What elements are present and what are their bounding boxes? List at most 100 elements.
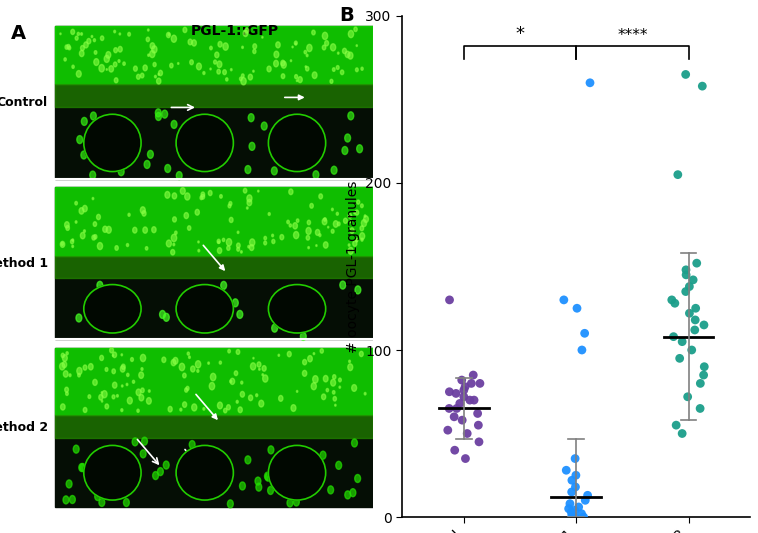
Circle shape (330, 44, 336, 51)
Circle shape (95, 492, 101, 500)
Circle shape (308, 247, 309, 249)
Circle shape (75, 221, 77, 223)
Circle shape (348, 244, 350, 246)
Circle shape (80, 33, 83, 35)
Circle shape (208, 362, 209, 364)
Bar (55, 348, 374, 507)
Circle shape (335, 405, 336, 406)
Circle shape (320, 451, 326, 459)
Circle shape (187, 226, 191, 230)
Circle shape (345, 491, 351, 499)
Point (575, 510, 587, 518)
Circle shape (80, 232, 85, 239)
Point (697, 82, 709, 91)
Circle shape (327, 486, 334, 494)
Circle shape (233, 299, 238, 307)
Point (689, 326, 701, 334)
Circle shape (223, 43, 228, 50)
Circle shape (69, 374, 71, 377)
Circle shape (75, 201, 77, 205)
Circle shape (300, 333, 306, 341)
Circle shape (343, 48, 346, 54)
Circle shape (100, 356, 104, 360)
Text: A: A (11, 23, 27, 43)
Circle shape (308, 356, 312, 362)
Circle shape (146, 247, 148, 250)
Circle shape (74, 445, 79, 453)
Circle shape (66, 392, 68, 395)
Circle shape (262, 374, 264, 376)
Circle shape (180, 408, 182, 411)
Circle shape (302, 359, 306, 365)
Circle shape (307, 44, 312, 52)
Circle shape (264, 241, 267, 245)
Circle shape (240, 482, 246, 490)
Circle shape (322, 219, 327, 225)
Circle shape (97, 281, 103, 289)
Circle shape (304, 51, 306, 54)
Circle shape (214, 60, 217, 64)
Circle shape (313, 376, 318, 383)
Circle shape (185, 388, 188, 392)
Circle shape (155, 112, 161, 120)
Circle shape (152, 227, 156, 233)
Circle shape (183, 27, 187, 33)
Circle shape (295, 75, 298, 79)
Circle shape (166, 240, 171, 247)
Point (676, 429, 688, 438)
Circle shape (306, 228, 312, 235)
Point (571, 304, 583, 312)
Circle shape (316, 245, 317, 246)
Circle shape (67, 44, 70, 49)
Circle shape (64, 387, 68, 392)
Text: ****: **** (617, 28, 647, 43)
Circle shape (262, 366, 266, 371)
Circle shape (126, 383, 128, 385)
Circle shape (249, 142, 255, 150)
Circle shape (112, 395, 115, 399)
Circle shape (322, 45, 326, 50)
Point (560, 466, 572, 474)
Circle shape (253, 358, 254, 359)
Y-axis label: # oocyte PGL-1 granules: # oocyte PGL-1 granules (346, 180, 359, 353)
Circle shape (276, 42, 280, 48)
Circle shape (195, 209, 199, 215)
Circle shape (209, 383, 215, 390)
Circle shape (333, 391, 335, 394)
Circle shape (236, 243, 240, 248)
Circle shape (155, 109, 161, 117)
Point (680, 287, 692, 296)
Circle shape (354, 27, 357, 31)
Circle shape (208, 190, 212, 196)
Circle shape (83, 365, 87, 370)
Circle shape (245, 28, 249, 33)
Circle shape (356, 68, 359, 72)
Circle shape (296, 80, 298, 82)
Circle shape (292, 46, 293, 48)
Circle shape (326, 389, 328, 392)
Circle shape (249, 239, 255, 246)
Circle shape (62, 354, 67, 361)
Circle shape (83, 42, 88, 48)
Text: Control: Control (0, 96, 48, 109)
Circle shape (255, 394, 258, 397)
Circle shape (248, 74, 252, 80)
Circle shape (121, 354, 123, 356)
Circle shape (349, 30, 353, 38)
Point (672, 171, 684, 179)
Circle shape (136, 389, 141, 395)
Point (680, 265, 692, 274)
Circle shape (70, 496, 75, 504)
Bar (55, 26, 374, 179)
Circle shape (114, 62, 117, 67)
Circle shape (289, 189, 293, 195)
Point (565, 488, 578, 496)
Circle shape (228, 204, 231, 208)
Circle shape (230, 380, 232, 383)
Circle shape (361, 204, 363, 208)
Circle shape (340, 70, 344, 75)
Ellipse shape (268, 446, 326, 500)
Circle shape (133, 380, 135, 383)
Circle shape (219, 361, 221, 364)
Circle shape (252, 49, 256, 54)
